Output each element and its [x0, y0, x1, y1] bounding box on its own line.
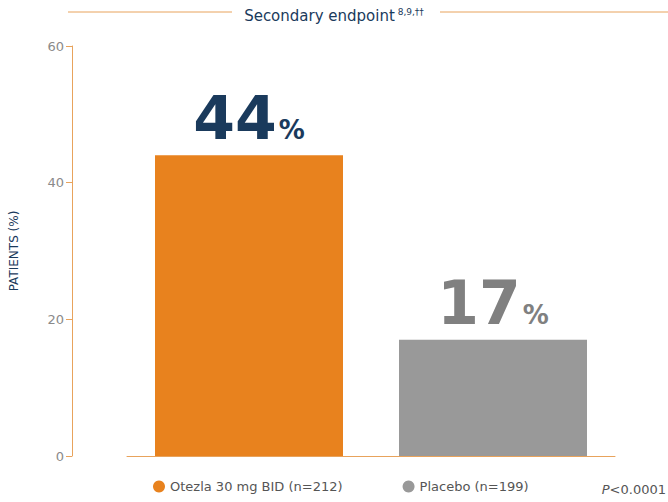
svg-text:Secondary endpoint: Secondary endpoint [244, 7, 395, 25]
svg-text:<0.0001: <0.0001 [610, 482, 666, 497]
svg-text:0: 0 [56, 449, 64, 464]
svg-text:PATIENTS (%): PATIENTS (%) [7, 211, 21, 292]
svg-text:17: 17 [437, 268, 521, 338]
svg-text:%: % [279, 115, 305, 145]
svg-text:%: % [523, 300, 549, 330]
svg-text:8,9,††: 8,9,†† [395, 7, 425, 17]
svg-text:20: 20 [47, 312, 64, 327]
svg-text:Placebo (n=199): Placebo (n=199) [420, 479, 529, 494]
svg-text:Otezla 30 mg BID (n=212): Otezla 30 mg BID (n=212) [170, 479, 343, 494]
svg-text:44: 44 [193, 83, 277, 153]
svg-text:40: 40 [47, 175, 64, 190]
svg-text:P: P [602, 482, 610, 497]
svg-text:60: 60 [47, 39, 64, 54]
